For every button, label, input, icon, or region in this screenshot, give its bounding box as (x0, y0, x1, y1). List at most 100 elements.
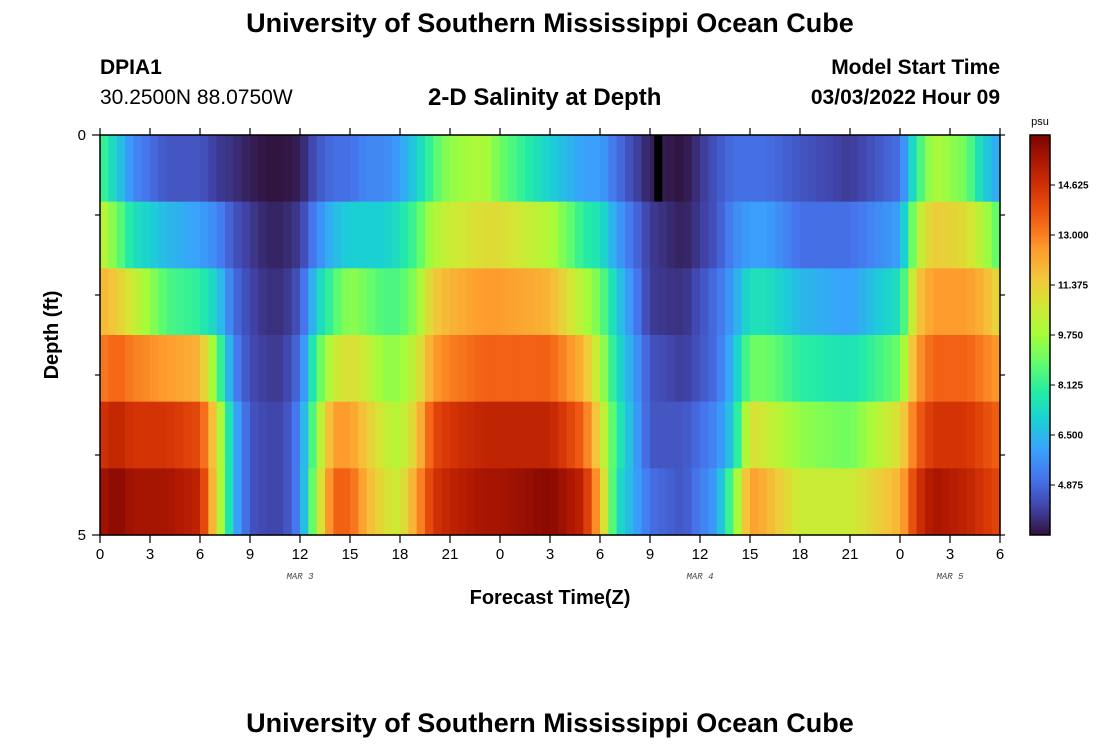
heatmap-cell (758, 401, 768, 469)
heatmap-cell (366, 335, 376, 403)
heatmap-cell (625, 268, 634, 336)
heatmap-cell (991, 401, 1001, 469)
heatmap-cell (966, 468, 976, 536)
heatmap-cell (341, 335, 351, 403)
heatmap-cell (358, 201, 368, 269)
heatmap-cell (916, 335, 926, 403)
date-label: MAR 4 (686, 572, 713, 582)
heatmap-cell (283, 201, 293, 269)
heatmap-cell (891, 201, 901, 269)
heatmap-cell (958, 201, 968, 269)
heatmap-cell (208, 335, 218, 403)
heatmap-cell (775, 401, 784, 469)
heatmap-cell (266, 201, 276, 269)
heatmap-cell (425, 335, 434, 403)
heatmap-cell (541, 401, 551, 469)
heatmap-cell (775, 335, 784, 403)
heatmap-cell (350, 468, 359, 536)
heatmap-cell (100, 135, 109, 203)
heatmap-cell (508, 335, 518, 403)
heatmap-cell (916, 468, 926, 536)
heatmap-cell (425, 468, 434, 536)
heatmap-cell (741, 201, 751, 269)
heatmap-cell (600, 335, 609, 403)
heatmap-cell (150, 268, 159, 336)
x-tick-label: 6 (596, 546, 604, 563)
heatmap-cell (750, 201, 759, 269)
heatmap-cell (183, 201, 193, 269)
heatmap-cell (916, 135, 926, 203)
heatmap-cell (750, 335, 759, 403)
heatmap-cell (125, 468, 134, 536)
heatmap-cell (858, 401, 868, 469)
heatmap-cell (950, 268, 959, 336)
heatmap-cell (141, 335, 151, 403)
heatmap-cell (125, 335, 134, 403)
heatmap-cell (691, 468, 701, 536)
heatmap-cell (875, 335, 884, 403)
heatmap-cell (641, 468, 651, 536)
heatmap-cell (641, 335, 651, 403)
heatmap-cell (391, 401, 401, 469)
missing-data-marker (654, 135, 663, 202)
heatmap-cell (891, 401, 901, 469)
heatmap-cell (741, 335, 751, 403)
heatmap-cell (725, 335, 734, 403)
heatmap-cell (900, 268, 909, 336)
heatmap-cell (858, 268, 868, 336)
heatmap-cell (100, 468, 109, 536)
heatmap-cell (275, 135, 284, 203)
heatmap-cell (491, 268, 501, 336)
heatmap-cell (850, 468, 859, 536)
heatmap-cell (916, 401, 926, 469)
heatmap-cell (716, 401, 726, 469)
heatmap-cell (433, 401, 443, 469)
heatmap-cell (208, 468, 218, 536)
heatmap-cell (425, 401, 434, 469)
heatmap-cell (566, 135, 576, 203)
heatmap-cell (183, 135, 193, 203)
heatmap-cell (508, 401, 518, 469)
heatmap-cell (800, 268, 809, 336)
heatmap-cell (658, 135, 668, 203)
heatmap-cell (183, 335, 193, 403)
heatmap-cell (450, 335, 459, 403)
heatmap-cell (241, 135, 251, 203)
heatmap-cell (566, 468, 576, 536)
heatmap-cell (266, 468, 276, 536)
heatmap-cell (566, 268, 576, 336)
heatmap-cell (366, 401, 376, 469)
heatmap-cell (650, 201, 659, 269)
heatmap-cell (383, 135, 393, 203)
heatmap-cell (500, 468, 509, 536)
heatmap-cell (825, 401, 834, 469)
heatmap-cell (108, 135, 118, 203)
heatmap-cell (483, 335, 493, 403)
heatmap-cell (916, 268, 926, 336)
heatmap-cell (341, 468, 351, 536)
heatmap-cell (625, 335, 634, 403)
heatmap-cell (133, 201, 143, 269)
heatmap-cell (375, 468, 384, 536)
heatmap-cell (183, 401, 193, 469)
heatmap-cell (608, 201, 618, 269)
heatmap-cell (500, 135, 509, 203)
heatmap-cell (633, 401, 643, 469)
heatmap-cell (741, 468, 751, 536)
heatmap-cell (525, 401, 534, 469)
colorbar-tick-label: 13.000 (1058, 231, 1089, 242)
heatmap-cell (175, 268, 184, 336)
heatmap-cell (316, 401, 326, 469)
heatmap-cell (658, 268, 668, 336)
heatmap-cell (891, 268, 901, 336)
heatmap-cell (683, 135, 693, 203)
heatmap-cell (833, 268, 843, 336)
heatmap-cell (391, 335, 401, 403)
heatmap-cell (508, 268, 518, 336)
heatmap-cell (908, 335, 918, 403)
heatmap-cell (383, 401, 393, 469)
heatmap-cell (441, 201, 451, 269)
heatmap-cell (633, 135, 643, 203)
heatmap-cell (400, 135, 409, 203)
heatmap-cell (500, 201, 509, 269)
